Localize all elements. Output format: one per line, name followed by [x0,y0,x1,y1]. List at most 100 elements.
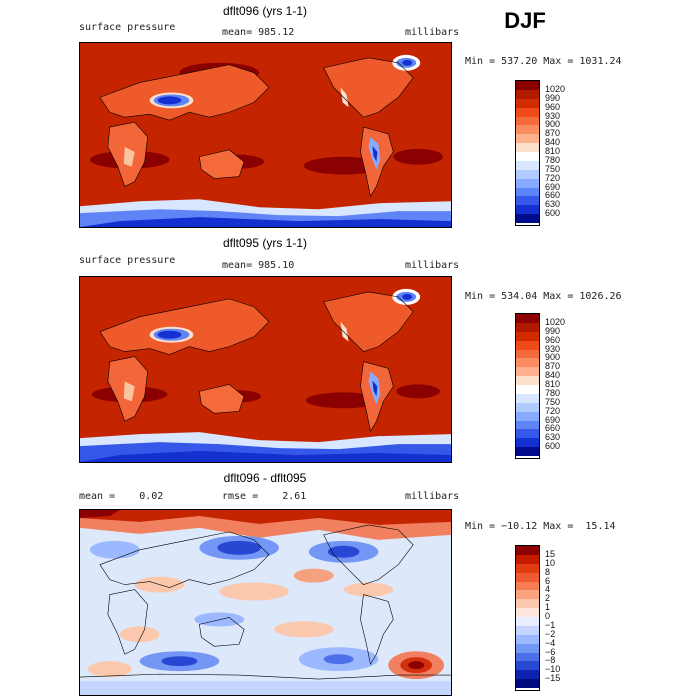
colorbar-tick-label: 1 [545,602,551,613]
panel-3-units: millibars [405,491,460,502]
colorbar-tick-label: 600 [545,208,561,219]
colorbar-swatch [516,438,539,448]
panel-2-units: millibars [405,260,460,271]
colorbar-swatch [516,572,539,582]
colorbar-swatch [516,107,539,117]
colorbar-swatch [516,581,539,591]
colorbar-tick-label: 930 [545,110,561,121]
colorbar-tick-label: 720 [545,172,561,183]
panel-2-colorbar [515,313,540,459]
colorbar-swatch [516,393,539,403]
colorbar-tick-label: 840 [545,137,561,148]
colorbar-tick-label: 780 [545,154,561,165]
colorbar-swatch [516,447,539,456]
colorbar-swatch [516,205,539,215]
panel-1-variable-label: surface pressure [79,22,176,33]
colorbar-swatch [516,331,539,341]
colorbar-tick-label: 990 [545,325,561,336]
colorbar-swatch [516,590,539,600]
colorbar-swatch [516,599,539,609]
colorbar-tick-label: 900 [545,352,561,363]
colorbar-tick-label: 960 [545,334,561,345]
colorbar-swatch [516,178,539,188]
panel-3-mean: mean = 0.02 [79,491,164,502]
colorbar-tick-label: 960 [545,101,561,112]
panel-1-mean: mean= 985.12 [222,27,295,38]
colorbar-swatch [516,634,539,644]
colorbar-tick-label: 600 [545,441,561,452]
colorbar-swatch [516,214,539,223]
colorbar-tick-label: 630 [545,432,561,443]
panel-2-map [79,276,452,463]
colorbar-swatch [516,643,539,653]
colorbar-tick-label: −1 [545,619,556,630]
colorbar-swatch [516,143,539,152]
colorbar-swatch [516,125,539,135]
colorbar-tick-label: 840 [545,370,561,381]
colorbar-tick-label: 990 [545,92,561,103]
panel-2-title: dflt095 (yrs 1-1) [222,236,308,250]
colorbar-swatch [516,661,539,671]
colorbar-swatch [516,349,539,359]
colorbar-swatch [516,81,539,90]
colorbar-swatch [516,367,539,377]
colorbar-tick-label: 0 [545,611,551,621]
panel-1-map [79,42,452,228]
colorbar-tick-label: 10 [545,557,556,568]
colorbar-tick-label: 870 [545,361,561,372]
colorbar-tick-label: 870 [545,128,561,139]
colorbar-swatch [516,160,539,170]
colorbar-tick-label: 1020 [545,316,566,327]
colorbar-swatch [516,429,539,439]
colorbar-swatch [516,89,539,99]
panel-1-units: millibars [405,27,460,38]
colorbar-tick-label: 810 [545,379,561,389]
colorbar-swatch [516,169,539,179]
colorbar-tick-label: 690 [545,181,561,192]
colorbar-tick-label: 630 [545,199,561,210]
colorbar-swatch [516,608,539,617]
colorbar-tick-label: −4 [545,637,556,648]
colorbar-swatch [516,679,539,688]
colorbar-swatch [516,187,539,197]
colorbar-swatch [516,385,539,394]
colorbar-swatch [516,340,539,350]
colorbar-tick-label: 900 [545,119,561,130]
colorbar-swatch [516,554,539,564]
colorbar-tick-label: 4 [545,584,551,595]
colorbar-tick-label: −8 [545,655,556,666]
colorbar-tick-label: 720 [545,405,561,416]
panel-3-rmse: rmse = 2.61 [222,491,307,502]
colorbar-tick-label: 810 [545,146,561,156]
colorbar-swatch [516,411,539,421]
panel-2-variable-label: surface pressure [79,255,176,266]
panel-1-title: dflt096 (yrs 1-1) [222,4,308,18]
colorbar-tick-label: 780 [545,387,561,398]
colorbar-swatch [516,563,539,573]
colorbar-swatch [516,152,539,161]
colorbar-tick-label: 660 [545,190,561,201]
panel-3-title: dflt096 - dflt095 [223,471,307,485]
colorbar-tick-label: 8 [545,566,551,577]
colorbar-swatch [516,322,539,332]
colorbar-tick-label: 6 [545,575,551,586]
panel-3-colorbar [515,545,540,691]
panel-2-minmax: Min = 534.04 Max = 1026.26 [465,291,622,302]
colorbar-swatch [516,134,539,144]
colorbar-tick-label: 750 [545,396,561,407]
colorbar-swatch [516,376,539,385]
colorbar-swatch [516,670,539,680]
colorbar-swatch [516,652,539,662]
colorbar-swatch [516,617,539,626]
colorbar-swatch [516,546,539,555]
colorbar-tick-label: −6 [545,646,556,657]
colorbar-tick-label: 690 [545,414,561,425]
panel-2-mean: mean= 985.10 [222,260,295,271]
colorbar-swatch [516,625,539,635]
season-label: DJF [504,8,546,33]
colorbar-swatch [516,98,539,108]
colorbar-tick-label: −2 [545,628,556,639]
colorbar-swatch [516,196,539,206]
colorbar-tick-label: −10 [545,664,561,675]
colorbar-swatch [516,420,539,430]
